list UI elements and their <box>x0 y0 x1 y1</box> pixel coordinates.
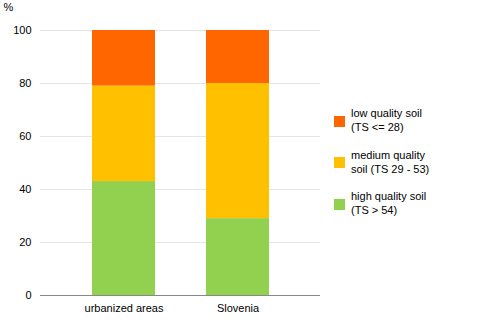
svg-text:60: 60 <box>19 130 31 142</box>
svg-text:100: 100 <box>13 24 31 36</box>
svg-text:80: 80 <box>19 77 31 89</box>
html-text:medium quality soil (TS 29 - 5: medium quality soil (TS 29 - 53) <box>351 148 430 175</box>
html-text:low quality soil (TS <= 28): low quality soil (TS <= 28) <box>351 107 422 133</box>
svg-text:20: 20 <box>19 236 31 248</box>
svg-text:0: 0 <box>25 289 31 301</box>
html-text:high quality soil (TS > 54): high quality soil (TS > 54) <box>351 190 427 216</box>
svg-text:Slovenia: Slovenia <box>217 302 260 314</box>
svg-text:%: % <box>4 1 14 13</box>
svg-text:40: 40 <box>19 183 31 195</box>
svg-text:urbanized areas: urbanized areas <box>85 302 164 314</box>
